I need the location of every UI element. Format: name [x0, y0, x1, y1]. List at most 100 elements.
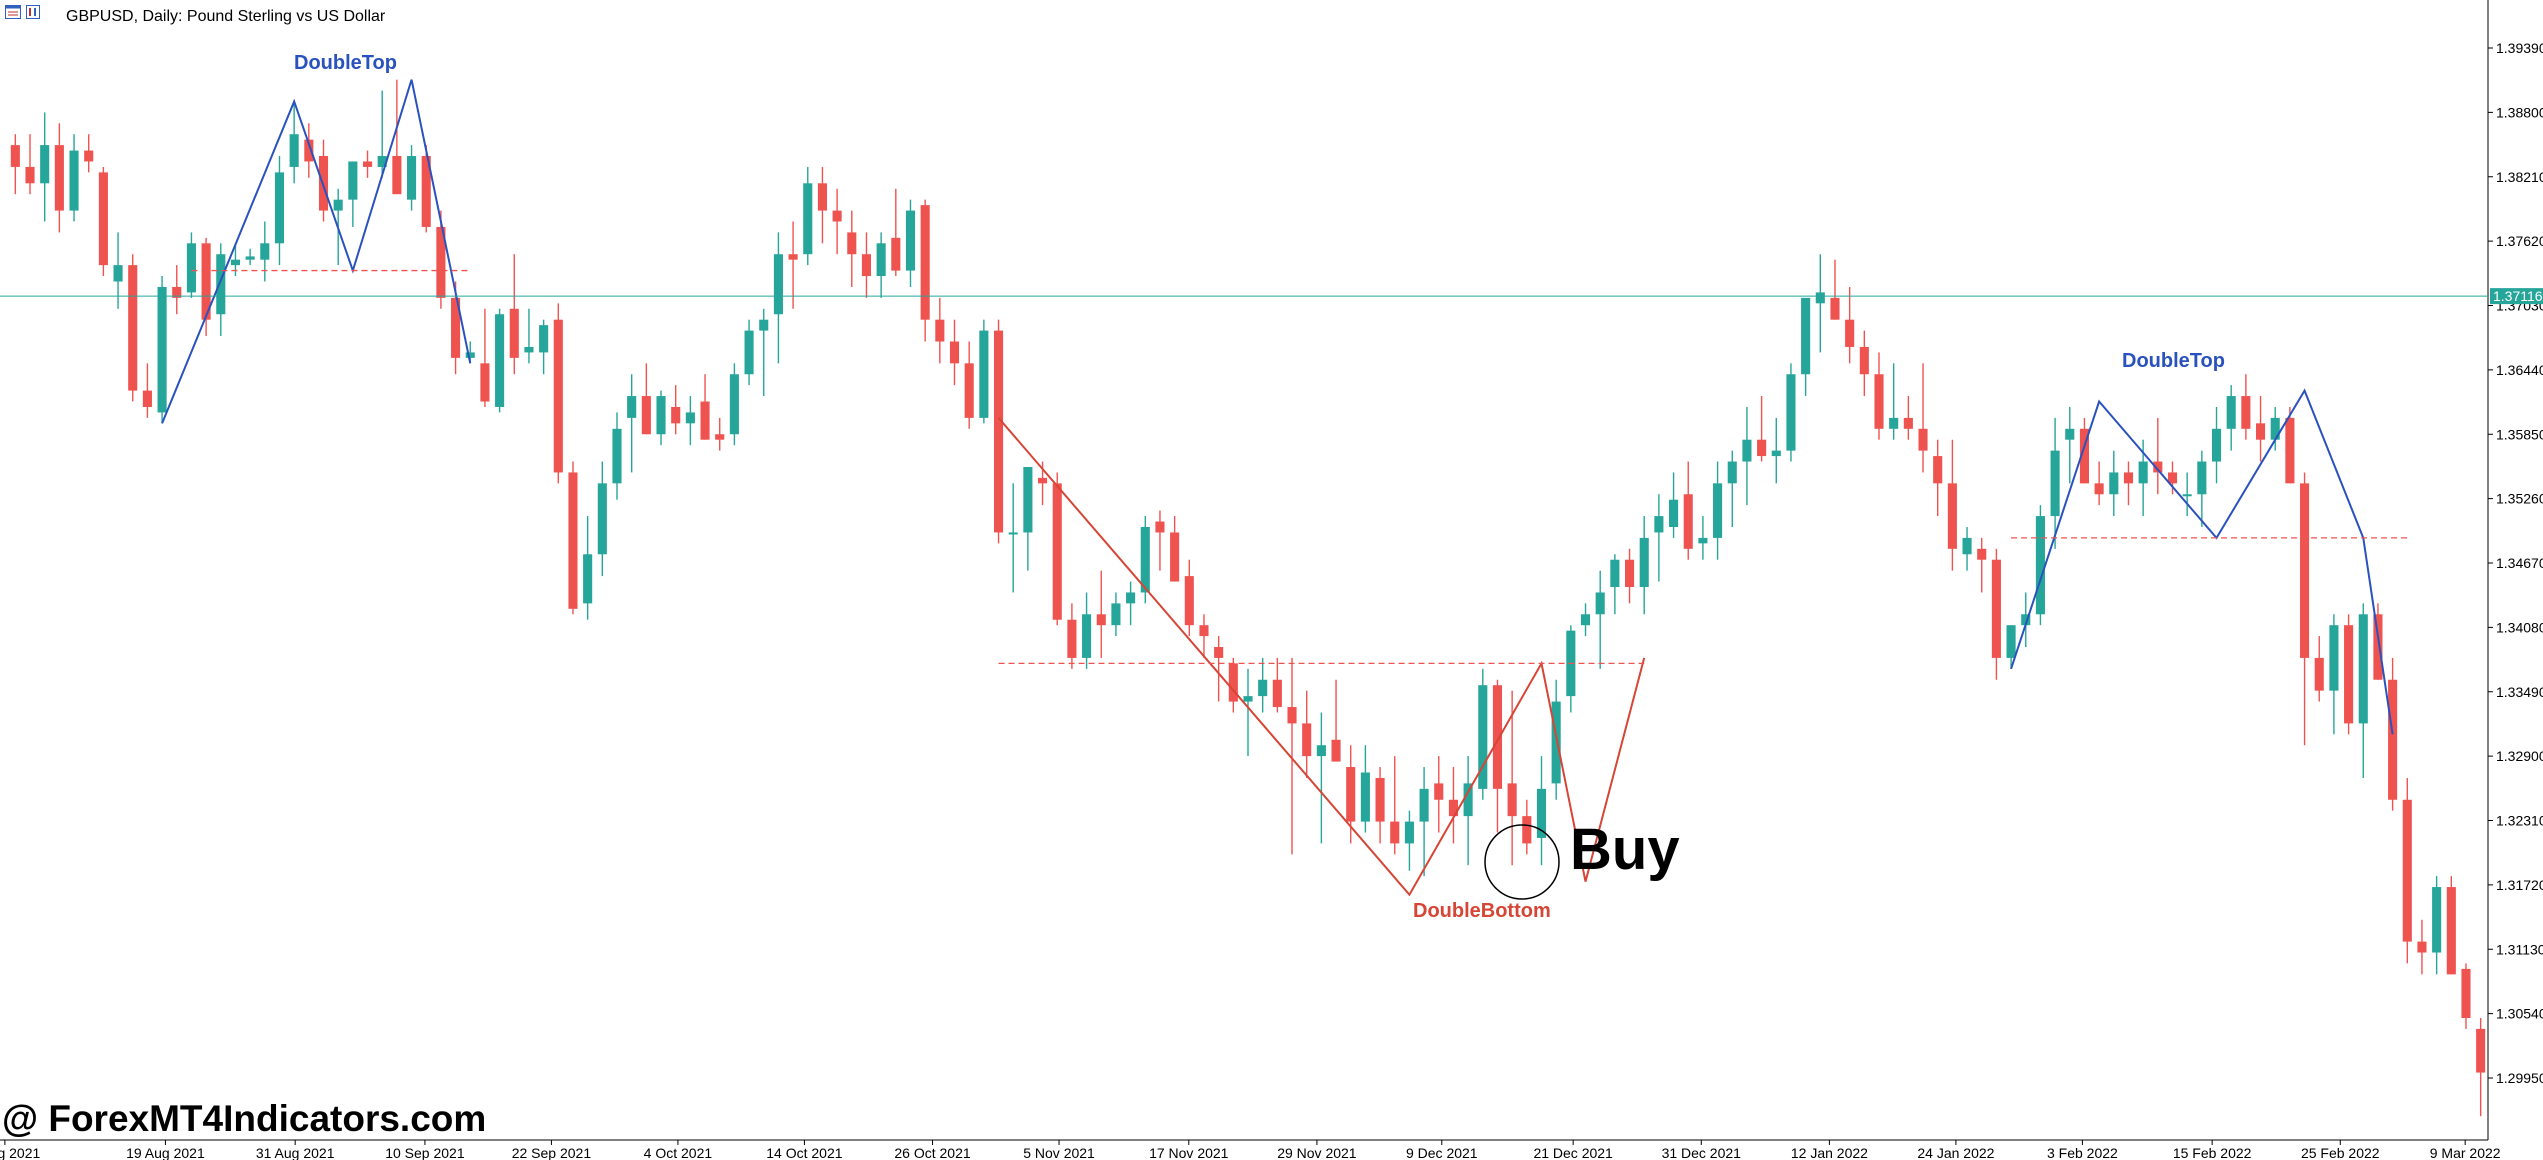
candle-body	[1962, 537, 1972, 555]
candle	[421, 145, 431, 233]
candle-body	[891, 237, 901, 271]
candle-body	[1111, 603, 1121, 626]
symbol-properties-icon[interactable]	[26, 5, 40, 19]
candle-body	[436, 226, 446, 298]
candle	[377, 90, 387, 178]
candle-body	[2417, 941, 2427, 953]
candle	[1845, 286, 1855, 364]
candle-body	[495, 314, 505, 407]
candle	[1654, 494, 1664, 582]
candle	[553, 303, 563, 484]
candle	[1170, 516, 1180, 582]
date-tick-label: 4 Oct 2021	[644, 1145, 713, 1160]
candle-body	[2255, 423, 2266, 440]
candle-body	[583, 554, 593, 604]
candle-body	[1052, 483, 1062, 620]
candle	[2344, 614, 2354, 735]
candle-body	[1977, 548, 1987, 560]
candle	[1991, 548, 2001, 680]
candle	[597, 461, 607, 577]
candle	[318, 139, 329, 222]
price-tick-label: 1.30540	[2496, 1006, 2543, 1022]
candle	[98, 166, 108, 277]
candle-body	[465, 352, 475, 358]
price-tick-label: 1.39390	[2496, 40, 2543, 56]
candle-body	[84, 150, 94, 162]
candle	[1742, 406, 1752, 506]
candle-body	[935, 319, 945, 342]
date-tick-label: 31 Dec 2021	[1662, 1145, 1742, 1160]
candle-body	[2153, 461, 2163, 473]
date-tick-label: 5 Nov 2021	[1023, 1145, 1095, 1160]
candle-body	[304, 139, 314, 162]
candle-body	[260, 243, 270, 260]
candle	[2226, 385, 2236, 451]
buy-signal-circle	[1484, 824, 1560, 900]
candle	[1889, 363, 1899, 440]
candle-body	[333, 199, 343, 211]
candle	[861, 232, 872, 298]
candle-body	[1595, 592, 1605, 615]
candle	[304, 123, 314, 178]
candle-body	[480, 363, 490, 402]
candle	[1595, 570, 1605, 669]
date-tick-label: 14 Oct 2021	[766, 1145, 842, 1160]
price-tick-label: 1.35260	[2496, 491, 2543, 507]
candle-body	[612, 428, 622, 484]
candle-body	[1184, 576, 1194, 626]
date-tick-label: 29 Nov 2021	[1277, 1145, 1357, 1160]
price-tick-label: 1.34080	[2496, 619, 2543, 635]
candle-body	[656, 396, 666, 435]
candle-body	[2050, 450, 2060, 517]
candle	[2153, 417, 2163, 495]
double-top-label: DoubleTop	[2122, 350, 2225, 372]
price-tick-label: 1.37620	[2496, 233, 2543, 249]
candle-body	[2476, 1028, 2486, 1073]
candle	[1492, 679, 1503, 833]
candle	[524, 308, 534, 364]
candle-body	[1991, 559, 2001, 658]
candle-body	[2329, 625, 2339, 691]
candle-body	[847, 232, 857, 255]
candle-body	[1742, 439, 1752, 462]
candle	[260, 221, 270, 282]
current-price-label: 1.37116	[2493, 288, 2543, 304]
candle	[817, 166, 827, 244]
candle	[1903, 396, 1913, 440]
candle	[891, 188, 901, 277]
candle	[1771, 417, 1781, 484]
current-price-tag	[2490, 288, 2543, 305]
candle-body	[1786, 374, 1796, 451]
candle	[1830, 259, 1840, 320]
candle	[612, 412, 622, 500]
date-tick-label: 10 Sep 2021	[385, 1145, 465, 1160]
candle-body	[230, 259, 241, 266]
chart-window-icon[interactable]	[5, 5, 21, 19]
candle	[1962, 526, 1972, 571]
candle	[216, 243, 226, 337]
candle	[905, 199, 916, 287]
candle-body	[172, 286, 182, 298]
candle-body	[2432, 887, 2442, 953]
candle-body	[2079, 428, 2089, 484]
candle	[407, 145, 417, 211]
candle-body	[2285, 417, 2295, 484]
candle-body	[861, 254, 872, 277]
candle	[1639, 516, 1649, 615]
candle	[583, 516, 593, 620]
candle-body	[1096, 614, 1106, 626]
candle	[1463, 756, 1473, 866]
candle	[1786, 363, 1796, 462]
price-tick-label: 1.31720	[2496, 877, 2543, 893]
candle-body	[407, 156, 417, 200]
candle-body	[1551, 701, 1561, 784]
double-top-zigzag	[2010, 388, 2394, 735]
candle-body	[788, 254, 798, 260]
candle	[2079, 417, 2089, 484]
candle-body	[40, 145, 50, 184]
candle-body	[1258, 679, 1268, 697]
candle-body	[2461, 968, 2471, 1018]
candle	[289, 101, 299, 184]
candle-body	[627, 396, 637, 418]
